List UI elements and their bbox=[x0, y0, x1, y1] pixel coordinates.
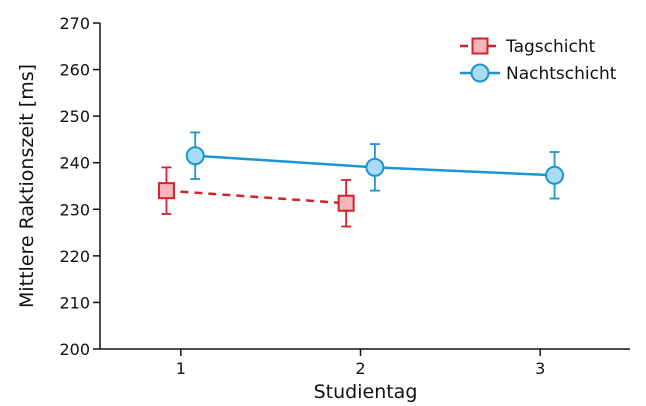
legend: Tagschicht Nachtschicht bbox=[460, 37, 617, 84]
data-point bbox=[157, 182, 175, 200]
x-tick-label: 3 bbox=[535, 359, 545, 378]
series-nachtschicht bbox=[185, 131, 565, 200]
y-tick-label: 250 bbox=[59, 107, 90, 126]
y-tick-label: 230 bbox=[59, 200, 90, 219]
y-tick-label: 210 bbox=[59, 293, 90, 312]
y-tick-label: 200 bbox=[59, 340, 90, 359]
legend-marker bbox=[471, 37, 489, 55]
legend-item: Tagschicht bbox=[460, 37, 596, 57]
data-point bbox=[365, 157, 385, 177]
x-axis-label: Studientag bbox=[314, 381, 418, 403]
x-tick-label: 1 bbox=[176, 359, 186, 378]
legend-label: Tagschicht bbox=[505, 37, 596, 57]
series-layer bbox=[157, 131, 565, 228]
series-line bbox=[166, 189, 347, 205]
y-ticks: 200 210 220 230 240 250 260 270 bbox=[59, 14, 100, 359]
legend-item: Nachtschicht bbox=[460, 63, 617, 84]
y-tick-label: 260 bbox=[59, 61, 90, 80]
x-tick-label: 2 bbox=[355, 359, 365, 378]
axes: 200 210 220 230 240 250 260 270 1 2 3 bbox=[59, 14, 630, 378]
data-point bbox=[185, 146, 205, 166]
x-ticks: 1 2 3 bbox=[176, 349, 545, 378]
legend-label: Nachtschicht bbox=[506, 64, 617, 84]
data-point bbox=[337, 194, 355, 212]
y-tick-label: 220 bbox=[59, 247, 90, 266]
series-tagschicht bbox=[157, 166, 355, 228]
y-tick-label: 270 bbox=[59, 14, 90, 33]
data-point bbox=[545, 165, 565, 185]
legend-marker bbox=[470, 63, 490, 83]
y-tick-label: 240 bbox=[59, 154, 90, 173]
y-axis-label: Mittlere Raktionszeit [ms] bbox=[16, 64, 38, 308]
